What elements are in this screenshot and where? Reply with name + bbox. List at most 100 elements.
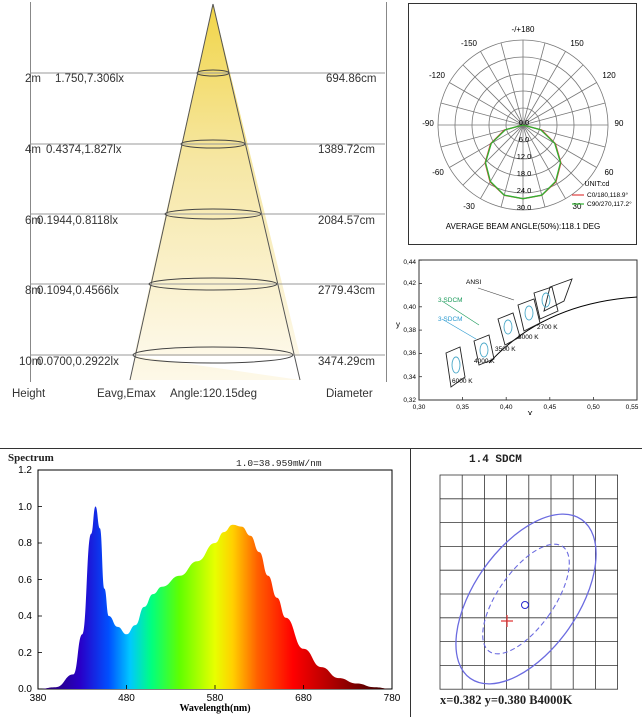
cie-x-tick-0: 0,30	[413, 404, 426, 411]
eavg-emax-6m: 0.1944,0.8118lx	[37, 215, 118, 227]
spectrum-y-tick-5: 1.0	[18, 502, 32, 513]
polar-curve-c90	[484, 124, 562, 200]
spectrum-panel: Spectrum 1.0=38.959mW/nm 0.0 0.2 0.4	[0, 449, 410, 717]
sdcm-inner-ellipse	[482, 543, 570, 655]
spectrum-y-tick-2: 0.4	[18, 611, 32, 622]
bottom-divider	[410, 448, 411, 717]
polar-grid-spoke	[449, 82, 524, 126]
sdcm-ellipse-6000k	[451, 356, 461, 374]
sdcm-ellipse-2700k	[541, 292, 551, 308]
bottom-frame	[0, 448, 642, 717]
polar-angle-90l: -90	[422, 119, 434, 128]
cone-ring-8m	[148, 277, 278, 291]
polar-angle-150r: 150	[570, 39, 584, 48]
spectrum-y-tick-4: 0.8	[18, 538, 32, 549]
cie-x-tick-5: 0,55	[626, 404, 639, 411]
polar-grid-spoke	[500, 42, 524, 126]
polar-grid-spoke	[462, 64, 524, 126]
spectrum-x-axis-label: Wavelength(nm)	[179, 703, 250, 714]
polar-grid-spoke	[449, 124, 524, 168]
footer-height-label: Height	[12, 388, 46, 400]
cie-y-tick-2: 0,36	[403, 350, 416, 357]
polar-grid-spoke	[480, 51, 524, 126]
polar-angle-30l: -30	[463, 202, 475, 211]
spectrum-x-tick-2: 580	[207, 693, 224, 704]
sdcm-panel: 1.4 SDCM x=0.382 y=0.380 B4000K	[411, 449, 642, 717]
polar-radial-0: 0.0	[519, 118, 529, 127]
polar-radial-1: 6.0	[519, 135, 529, 144]
polar-grid-spoke	[522, 42, 546, 126]
legend-label-c90: C90/270,117.2°	[587, 200, 632, 208]
diameter-2m: 694.86cm	[326, 73, 377, 85]
height-label-2m: 2m	[25, 73, 41, 85]
cie-x-tick-3: 0,45	[543, 404, 556, 411]
spectrum-y-tick-1: 0.2	[18, 648, 32, 659]
polar-angle-90r: 90	[615, 119, 624, 128]
cct-label-4000: 4000 K	[474, 358, 495, 365]
footer-diameter-label: Diameter	[326, 388, 373, 400]
polar-angle-120r: 120	[602, 71, 616, 80]
cie-y-tick-0: 0,32	[403, 397, 416, 404]
sdcm-ellipse-3000k	[524, 305, 534, 321]
spectrum-x-tick-1: 480	[118, 693, 135, 704]
sdcm-ellipse-4000k	[479, 342, 489, 358]
diameter-10m: 3474.29cm	[318, 356, 375, 368]
cie-x-tick-2: 0,40	[500, 404, 513, 411]
polar-grid-spoke	[522, 51, 566, 126]
diameter-4m: 1389.72cm	[318, 144, 375, 156]
height-label-8m: 8m	[25, 285, 41, 297]
height-label-4m: 4m	[25, 144, 41, 156]
polar-radial-5: 30.0	[517, 203, 532, 212]
polar-angle-120l: -120	[429, 71, 446, 80]
footer-angle-label: Angle:120.15deg	[170, 388, 257, 400]
sdcm-chart	[439, 474, 619, 690]
planckian-locus	[488, 296, 638, 364]
eavg-emax-4m: 0.4374,1.827lx	[46, 144, 122, 156]
cct-label-3000: 3000 K	[518, 334, 539, 341]
cie-chart: ANSI 3 SDCM 3 SDCM 2700 K 3000 K 3500 K …	[396, 259, 639, 415]
sdcm-title: 1.4 SDCM	[469, 454, 522, 466]
cone-ring-10m	[132, 346, 294, 364]
polar-radial-3: 18.0	[517, 169, 532, 178]
beam-cone-graphic	[30, 3, 385, 381]
cie-y-tick-1: 0,34	[403, 374, 416, 381]
footer-eavg-label: Eavg,Emax	[97, 388, 156, 400]
polar-angle-150l: -150	[461, 39, 478, 48]
polar-grid-spoke	[522, 102, 606, 126]
spectrum-title: Spectrum	[8, 452, 54, 464]
eavg-emax-2m: 1.750,7.306lx	[55, 73, 125, 85]
polar-grid-spoke	[522, 124, 584, 186]
polar-unit: UNIT:cd	[585, 181, 610, 188]
cie-y-tick-6: 0,44	[403, 259, 416, 266]
spectrum-chart: 0.0 0.2 0.4 0.6 0.8 1.0 1.2 380 480 580 …	[18, 465, 401, 714]
polar-radial-4: 24.0	[517, 186, 532, 195]
cie-y-tick-5: 0,42	[403, 280, 416, 287]
spectrum-x-tick-3: 680	[295, 693, 312, 704]
legend-label-c0: C0/180,118.9°	[587, 191, 629, 199]
polar-beam-angle: AVERAGE BEAM ANGLE(50%):118.1 DEG	[446, 222, 600, 231]
polar-grid-spoke	[480, 124, 524, 199]
cie-panel: ANSI 3 SDCM 3 SDCM 2700 K 3000 K 3500 K …	[394, 255, 642, 415]
cone-frame	[30, 2, 387, 382]
polar-panel: -/+180 -150 150 -120 120 -90 90 -60 60 -…	[408, 3, 637, 245]
cct-label-2700: 2700 K	[537, 324, 558, 331]
polar-angle-60l: -60	[432, 168, 444, 177]
diameter-8m: 2779.43cm	[318, 285, 375, 297]
ansi-box-3500k	[497, 312, 521, 346]
ansi-box-3000k	[517, 298, 541, 332]
cie-x-tick-1: 0,35	[456, 404, 469, 411]
polar-chart: -/+180 -150 150 -120 120 -90 90 -60 60 -…	[422, 25, 632, 231]
polar-grid-spoke	[500, 124, 524, 208]
cone-ring-6m	[164, 208, 262, 220]
ansi-box-6000k	[445, 346, 466, 388]
cie-y-axis-label: y	[396, 320, 400, 329]
spectrum-x-tick-4: 780	[384, 693, 401, 704]
eavg-emax-10m: 0.0700,0.2922lx	[37, 356, 119, 368]
cct-label-6000: 6000 K	[452, 378, 473, 385]
cone-ring-4m	[180, 139, 246, 149]
spectrum-y-tick-6: 1.2	[18, 465, 32, 476]
polar-radial-2: 12.0	[517, 152, 532, 161]
polar-angle-60r: 60	[605, 168, 614, 177]
cie-ansi-label: ANSI	[466, 279, 481, 286]
spectrum-y-tick-3: 0.6	[18, 575, 32, 586]
